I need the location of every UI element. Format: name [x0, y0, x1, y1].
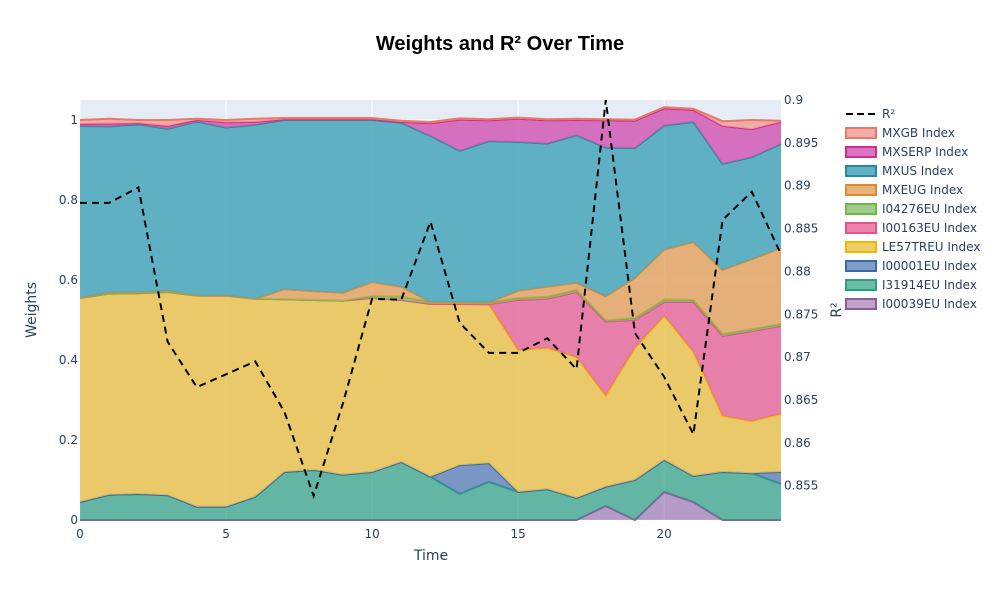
y-tick-label: 0.8 [59, 193, 78, 207]
area-mxus-index [80, 120, 781, 303]
legend-label: R² [882, 107, 895, 121]
legend-label: MXSERP Index [882, 145, 968, 159]
legend-swatch [845, 260, 877, 272]
legend-label: MXUS Index [882, 164, 954, 178]
y2-axis-title: R² [829, 302, 845, 317]
y-axis-title: Weights [24, 282, 40, 338]
y2-tick-label: 0.9 [784, 93, 803, 107]
y-tick-label: 0 [70, 513, 78, 527]
x-tick-label: 20 [657, 527, 672, 541]
stacked-areas [79, 106, 782, 522]
y-tick-label: 0.6 [59, 273, 78, 287]
r2-line-group [80, 99, 782, 500]
y2-axis-ticks: 0.855 0.86 0.865 0.87 0.875 0.88 0.885 0.89 0.89… [784, 93, 818, 493]
legend-item[interactable]: MXGB Index [845, 126, 955, 140]
legend-label: I31914EU Index [882, 278, 977, 292]
y2-tick-label: 0.855 [784, 479, 818, 493]
legend-swatch [845, 222, 877, 234]
y-tick-label: 1 [70, 113, 78, 127]
x-axis-ticks: 0 5 10 15 20 [76, 527, 672, 541]
legend-label: MXEUG Index [882, 183, 963, 197]
legend-swatch [845, 146, 877, 158]
y2-tick-label: 0.885 [784, 222, 818, 236]
r2-line [80, 99, 782, 500]
y-tick-label: 0.2 [59, 433, 78, 447]
x-tick-label: 5 [222, 527, 230, 541]
legend-label: I00163EU Index [882, 221, 977, 235]
legend-item[interactable]: I00001EU Index [845, 259, 977, 273]
chart-title: Weights and R² Over Time [376, 33, 624, 55]
legend-item[interactable]: MXEUG Index [845, 183, 963, 197]
y2-tick-label: 0.87 [784, 350, 811, 364]
y-tick-label: 0.4 [59, 353, 78, 367]
legend-label: MXGB Index [882, 126, 955, 140]
legend-item[interactable]: MXSERP Index [845, 145, 968, 159]
x-axis-title: Time [413, 548, 448, 564]
legend-item[interactable]: I00039EU Index [845, 297, 977, 311]
legend-swatch [845, 298, 877, 310]
y2-tick-label: 0.88 [784, 264, 811, 278]
y2-tick-label: 0.86 [784, 436, 811, 450]
area-le57treu-index [80, 292, 781, 507]
legend-item[interactable]: I04276EU Index [845, 202, 977, 216]
area-edge-mxgb-index [79, 106, 782, 124]
y2-tick-label: 0.89 [784, 179, 811, 193]
legend-swatch [845, 184, 877, 196]
legend-item[interactable]: LE57TREU Index [845, 240, 980, 254]
x-tick-label: 0 [76, 527, 84, 541]
legend-swatch [845, 127, 877, 139]
legend: R² MXGB Index MXSERP Index MXUS Index MXEUG … [845, 107, 980, 311]
area-i00039eu-index [80, 492, 781, 520]
legend-swatch [845, 241, 877, 253]
y2-tick-label: 0.875 [784, 307, 818, 321]
y-axis-ticks: 0 0.2 0.4 0.6 0.8 1 [59, 113, 78, 527]
legend-label: I00001EU Index [882, 259, 977, 273]
legend-swatch [845, 279, 877, 291]
legend-item[interactable]: I00163EU Index [845, 221, 977, 235]
area-i31914eu-index [80, 460, 781, 520]
legend-label: I04276EU Index [882, 202, 977, 216]
legend-item[interactable]: R² [846, 107, 895, 121]
legend-item[interactable]: I31914EU Index [845, 278, 977, 292]
y2-tick-label: 0.865 [784, 393, 818, 407]
x-tick-label: 15 [510, 527, 525, 541]
legend-item[interactable]: MXUS Index [845, 164, 954, 178]
x-tick-label: 10 [364, 527, 379, 541]
legend-label: LE57TREU Index [882, 240, 980, 254]
area-i00163eu-index [80, 292, 781, 422]
legend-label: I00039EU Index [882, 297, 977, 311]
legend-swatch [845, 203, 877, 215]
y2-tick-label: 0.895 [784, 136, 818, 150]
legend-swatch [845, 165, 877, 177]
area-mxeug-index [80, 242, 781, 334]
